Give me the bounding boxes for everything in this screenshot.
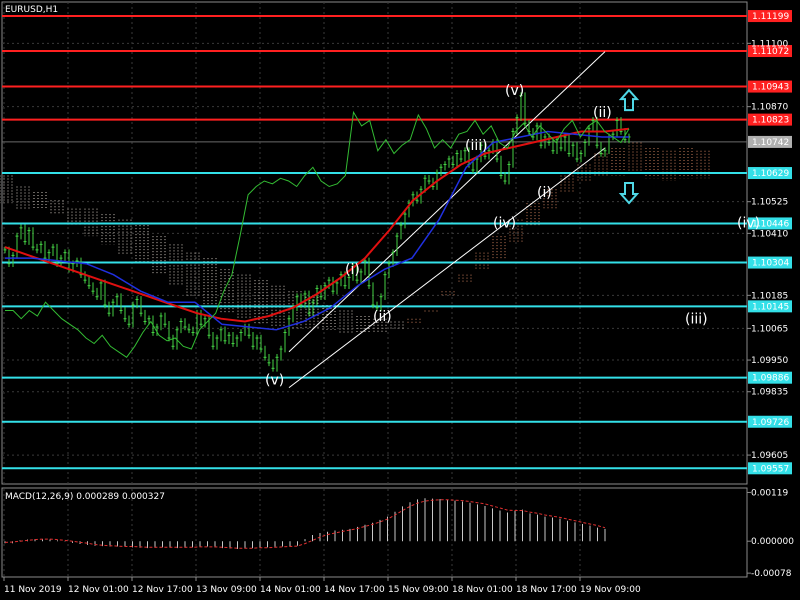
support-level-tag (748, 300, 792, 313)
wave-labels: (v) (i) (ii) (iii) (iv) (v) (i) (ii) (iii) (iv) (265, 83, 760, 388)
support-level-tag (748, 462, 792, 475)
support-level-label: 1.10145 (752, 302, 789, 312)
macd-tick-label: -0.00078 (751, 569, 792, 579)
macd-indicator: 0.00119 0.000000 -0.00078 (4, 488, 794, 579)
time-tick-label: 12 Nov 01:00 (68, 585, 129, 595)
chart-title: EURUSD,H1 (5, 5, 58, 15)
direction-arrows (618, 88, 640, 205)
resistance-level-label: 1.11199 (752, 12, 789, 22)
channel-lower-line (288, 147, 606, 388)
price-tick-label: 1.10065 (751, 324, 788, 334)
support-level-label: 1.09886 (752, 374, 789, 384)
current-price-tag (748, 135, 792, 148)
time-tick-label: 13 Nov 09:00 (196, 585, 257, 595)
support-level-label: 1.09726 (752, 418, 789, 428)
up-arrow-icon (618, 88, 640, 112)
price-tick-label: 1.09950 (751, 356, 788, 366)
red-ma-line (4, 127, 630, 323)
price-series (3, 92, 631, 372)
resistance-level-tag (748, 80, 792, 93)
macd-pane-frame (1, 487, 748, 578)
support-level-label: 1.10446 (752, 219, 789, 229)
resistance-level-tag (748, 10, 792, 23)
time-tick-label: 18 Nov 01:00 (452, 585, 513, 595)
wave-label: (iii) (685, 312, 708, 328)
macd-title: MACD(12,26,9) 0.000289 0.000327 (5, 492, 165, 502)
resistance-level-tag (748, 45, 792, 58)
price-axis: 1.11100 1.10870 1.10525 1.10410 1.10185 1.100… (747, 39, 788, 461)
support-level-tag (748, 167, 792, 180)
price-tick-label: 1.10525 (751, 198, 788, 208)
price-tick-label: 1.11100 (751, 39, 788, 49)
channel-upper-line (288, 51, 606, 353)
support-level-label: 1.10629 (752, 169, 789, 179)
price-tick-label: 1.10410 (751, 229, 788, 239)
grid (2, 2, 747, 577)
support-level-tag (748, 217, 792, 230)
price-tick-label: 1.10870 (751, 103, 788, 113)
time-tick-label: 19 Nov 09:00 (580, 585, 641, 595)
down-arrow-icon (618, 182, 640, 205)
resistance-level-label: 1.10823 (752, 116, 789, 126)
support-level-tag (748, 415, 792, 428)
wave-label: (i) (345, 262, 360, 278)
blue-ma-line (5, 130, 629, 331)
support-level-label: 1.09557 (752, 464, 789, 474)
price-tick-label: 1.10185 (751, 291, 788, 301)
time-tick-label: 18 Nov 17:00 (516, 585, 577, 595)
price-tick-label: 1.09835 (751, 388, 788, 398)
wave-label: (iv) (737, 215, 760, 231)
time-tick-label: 11 Nov 2019 (4, 585, 62, 595)
main-pane-frame (1, 1, 748, 485)
wave-label: (ii) (373, 309, 392, 325)
macd-tick-label: 0.00119 (751, 488, 788, 498)
resistance-level-label: 1.10943 (752, 83, 789, 93)
wave-label: (i) (537, 185, 552, 201)
time-tick-label: 14 Nov 01:00 (260, 585, 321, 595)
time-tick-label: 14 Nov 17:00 (324, 585, 385, 595)
time-tick-label: 12 Nov 17:00 (132, 585, 193, 595)
wave-label: (v) (265, 372, 284, 388)
price-tick-label: 1.09605 (751, 451, 788, 461)
wave-label: (ii) (593, 105, 612, 121)
macd-signal-line (4, 499, 606, 549)
macd-tick-label: 0.000000 (751, 537, 794, 547)
wave-label: (iv) (493, 215, 516, 231)
current-price-label: 1.10742 (752, 138, 789, 148)
lagging-line (5, 110, 630, 358)
support-level-tag (748, 256, 792, 269)
time-axis: 11 Nov 2019 12 Nov 01:00 12 Nov 17:00 13 No… (3, 577, 641, 595)
wave-label: (iii) (465, 138, 488, 154)
time-tick-label: 15 Nov 09:00 (388, 585, 449, 595)
trend-channel[interactable] (288, 51, 606, 388)
resistance-level-label: 1.11072 (752, 47, 789, 57)
wave-label: (v) (505, 83, 524, 99)
support-level-tag (748, 371, 792, 384)
resistance-level-tag (748, 113, 792, 126)
horizontal-levels[interactable]: 1.11199 1.11072 1.10943 1.10823 1.10629 1.104… (2, 10, 792, 475)
support-level-label: 1.10304 (752, 259, 789, 269)
